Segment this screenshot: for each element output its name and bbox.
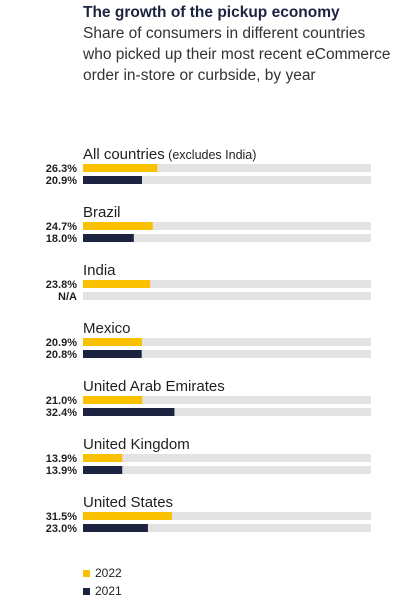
value-label-brazil-2021: 18.0%	[46, 233, 77, 245]
value-label-india-2022: 23.8%	[46, 279, 77, 291]
value-label-all-countries-2022: 26.3%	[46, 163, 77, 175]
value-label-united-arab-emirates-2022: 21.0%	[46, 395, 77, 407]
chart-subtitle: Share of consumers in different countrie…	[83, 25, 391, 84]
bar-track-mexico-2021	[83, 350, 371, 358]
bar-track-all-countries-2022	[83, 164, 371, 172]
value-label-india-2021: N/A	[58, 291, 77, 303]
legend: 2022 2021	[83, 564, 122, 600]
bar-track-all-countries-2021	[83, 176, 371, 184]
value-label-united-states-2021: 23.0%	[46, 523, 77, 535]
category-label-india: India	[83, 262, 116, 279]
legend-item-2022: 2022	[83, 564, 122, 582]
bar-track-united-states-2022	[83, 512, 371, 520]
bar-united-arab-emirates-2021	[83, 408, 175, 416]
bar-track-brazil-2022	[83, 222, 371, 230]
bar-track-india-2021	[83, 292, 371, 300]
bar-track-united-states-2021	[83, 524, 371, 532]
bar-all-countries-2021	[83, 176, 142, 184]
category-label-all-countries: All countries (excludes India)	[83, 146, 256, 163]
category-label-mexico: Mexico	[83, 320, 131, 337]
category-note-all-countries: (excludes India)	[165, 148, 257, 162]
bar-mexico-2021	[83, 350, 142, 358]
value-label-united-arab-emirates-2021: 32.4%	[46, 407, 77, 419]
bar-track-mexico-2022	[83, 338, 371, 346]
bar-united-arab-emirates-2022	[83, 396, 143, 404]
bar-united-states-2021	[83, 524, 148, 532]
value-label-united-kingdom-2022: 13.9%	[46, 453, 77, 465]
legend-label-2022: 2022	[95, 566, 122, 580]
bar-track-united-arab-emirates-2022	[83, 396, 371, 404]
legend-swatch-2022	[83, 569, 90, 577]
bar-united-kingdom-2021	[83, 466, 123, 474]
legend-swatch-2021	[83, 587, 90, 595]
bar-united-kingdom-2022	[83, 454, 123, 462]
bar-track-india-2022	[83, 280, 371, 288]
value-label-all-countries-2021: 20.9%	[46, 175, 77, 187]
bar-track-united-kingdom-2021	[83, 466, 371, 474]
bar-track-united-kingdom-2022	[83, 454, 371, 462]
category-label-united-kingdom: United Kingdom	[83, 436, 190, 453]
bar-mexico-2022	[83, 338, 142, 346]
bar-brazil-2021	[83, 234, 134, 242]
category-label-brazil: Brazil	[83, 204, 121, 221]
bar-all-countries-2022	[83, 164, 158, 172]
legend-item-2021: 2021	[83, 582, 122, 600]
value-label-mexico-2021: 20.8%	[46, 349, 77, 361]
bar-track-brazil-2021	[83, 234, 371, 242]
value-label-brazil-2022: 24.7%	[46, 221, 77, 233]
bar-united-states-2022	[83, 512, 172, 520]
legend-label-2021: 2021	[95, 584, 122, 598]
value-label-mexico-2022: 20.9%	[46, 337, 77, 349]
bar-brazil-2022	[83, 222, 153, 230]
bar-india-2022	[83, 280, 151, 288]
bar-track-united-arab-emirates-2021	[83, 408, 371, 416]
category-label-united-arab-emirates: United Arab Emirates	[83, 378, 225, 395]
chart-title: The growth of the pickup economy	[83, 4, 340, 21]
category-label-united-states: United States	[83, 494, 173, 511]
value-label-united-kingdom-2021: 13.9%	[46, 465, 77, 477]
value-label-united-states-2022: 31.5%	[46, 511, 77, 523]
